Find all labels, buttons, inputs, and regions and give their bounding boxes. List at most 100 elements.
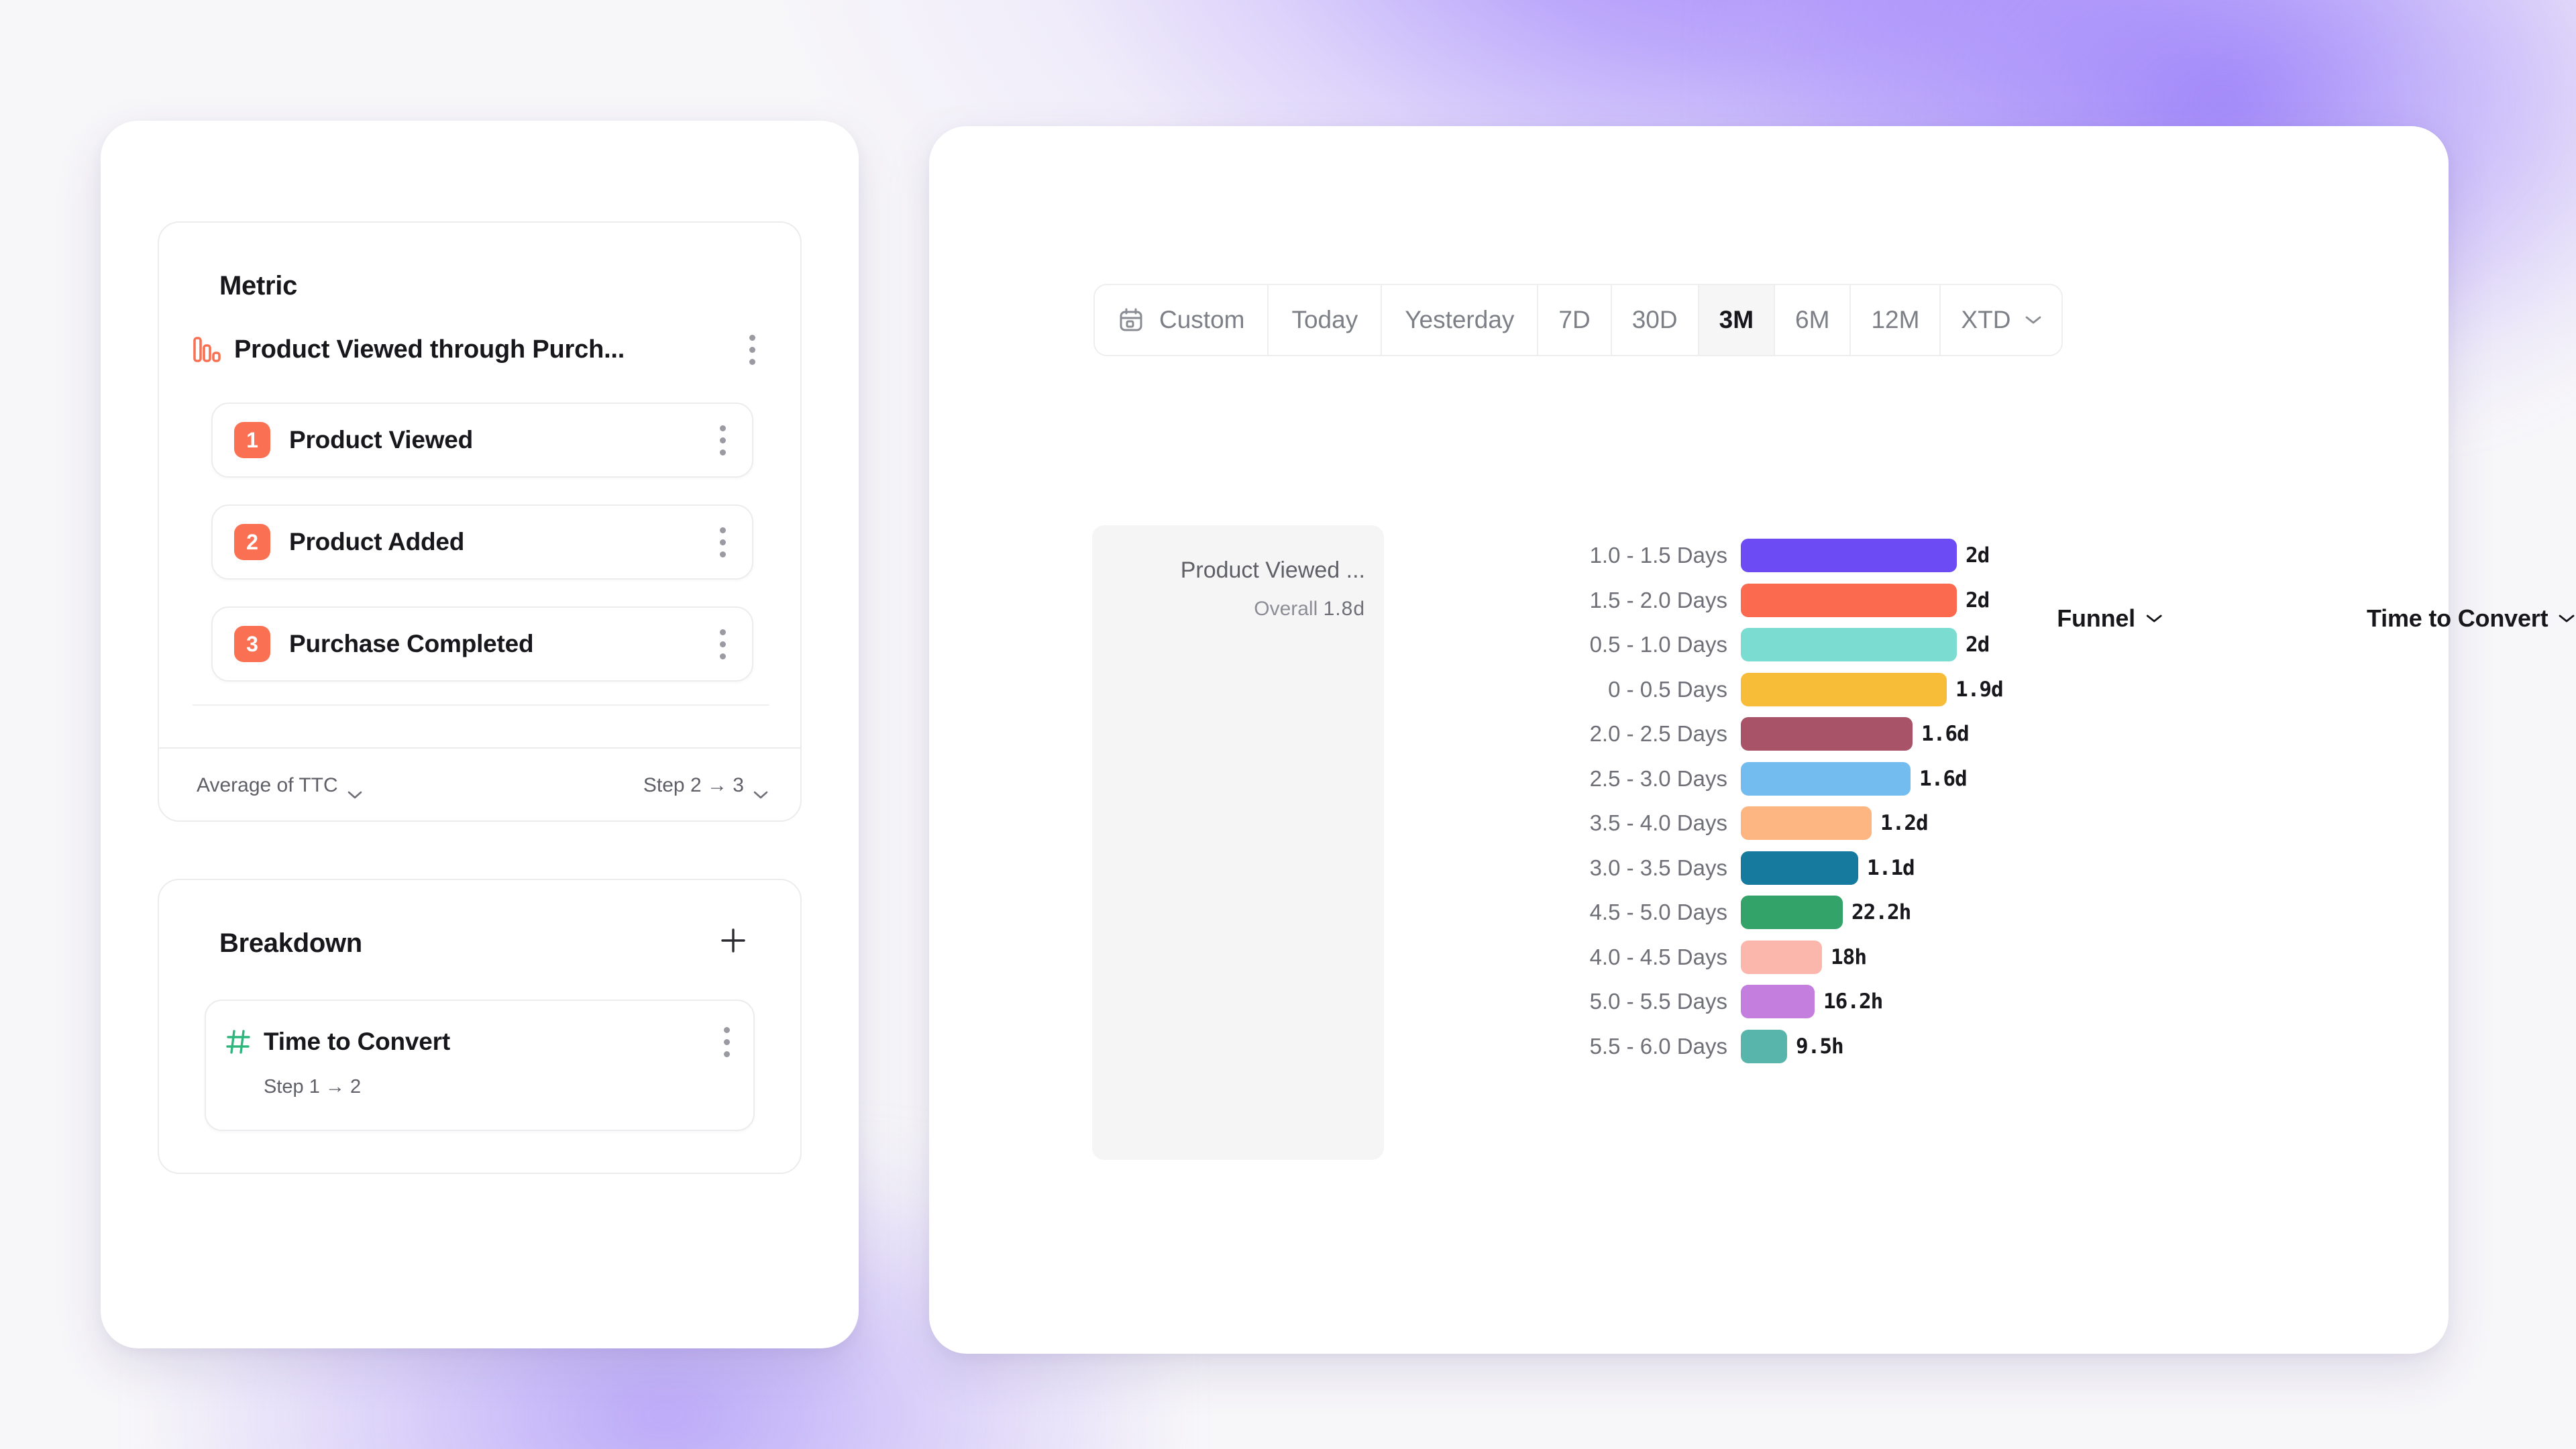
step-number-badge: 1 [234,422,270,458]
aggregation-label: Average of TTC [197,773,338,796]
bar-category-label: 4.5 - 5.0 Days [1589,900,1727,924]
bar-fill [1741,1029,1787,1063]
metric-card: Metric Product Viewed through Purch... 1… [158,221,802,822]
bar-category-label: 1.0 - 1.5 Days [1589,543,1727,568]
bar-row[interactable]: 2.5 - 3.0 Days 1.6d [1590,761,2449,796]
bar-fill [1741,940,1822,974]
column-header-time-to-convert[interactable]: Time to Convert [2367,604,2575,633]
left-panel: Metric Product Viewed through Purch... 1… [101,121,859,1348]
funnel-step-row[interactable]: 2 Product Added [211,504,753,580]
bar-value-label: 16.2h [1823,989,1883,1014]
step-number-badge: 2 [234,524,270,560]
step-label: Product Added [289,528,465,555]
date-range-yesterday[interactable]: Yesterday [1382,285,1539,355]
calendar-icon [1118,307,1144,333]
funnel-summary-overall: Overall 1.8d [1092,598,1365,621]
breakdown-item[interactable]: Time to Convert Step 1 → 2 [205,1000,755,1131]
right-panel: Custom Today Yesterday 7D 30D 3M 6M 12M … [929,126,2575,1354]
chevron-down-icon [2025,315,2041,325]
bar-category-label: 4.0 - 4.5 Days [1589,944,1727,969]
bar-fill [1741,985,1815,1018]
step-label: Purchase Completed [289,630,534,657]
bar-category-label: 2.0 - 2.5 Days [1589,721,1727,746]
bar-row[interactable]: 1.5 - 2.0 Days 2d [1590,583,2449,617]
bar-value-label: 2d [1966,588,1990,612]
bar-category-label: 2.5 - 3.0 Days [1589,765,1727,791]
bar-fill [1741,672,1947,706]
breakdown-card: Breakdown Time to Convert Step 1 → 2 [158,879,802,1174]
bar-category-label: 1.5 - 2.0 Days [1589,587,1727,612]
bar-value-label: 9.5h [1796,1034,1844,1059]
kebab-menu-icon[interactable] [705,419,740,461]
bar-row[interactable]: 5.5 - 6.0 Days 9.5h [1590,1029,2449,1063]
bar-value-label: 1.9d [1955,677,2004,702]
breakdown-card-title: Breakdown [219,928,362,958]
bar-row[interactable]: 2.0 - 2.5 Days 1.6d [1590,717,2449,751]
bar-category-label: 0 - 0.5 Days [1608,676,1727,702]
date-range-xtd-label: XTD [1961,306,2011,333]
bar-fill [1741,851,1858,885]
bar-category-label: 5.0 - 5.5 Days [1589,989,1727,1014]
bar-row[interactable]: 4.5 - 5.0 Days 22.2h [1590,896,2449,929]
column-header-funnel[interactable]: Funnel [2057,604,2162,633]
column-header-funnel-label: Funnel [2057,604,2135,632]
bar-value-label: 1.1d [1867,855,1915,880]
bar-row[interactable]: 0.5 - 1.0 Days 2d [1590,628,2449,661]
kebab-menu-icon[interactable] [705,521,740,563]
bar-value-label: 2d [1966,633,1990,657]
date-range-custom[interactable]: Custom [1095,285,1269,355]
date-range-today[interactable]: Today [1269,285,1383,355]
step-range-dropdown[interactable]: Step 2 → 3 [643,773,768,798]
chevron-down-icon [347,782,362,798]
bar-value-label: 1.6d [1921,722,1970,746]
date-range-12m[interactable]: 12M [1851,285,1941,355]
metric-footer: Average of TTC Step 2 → 3 [159,749,800,822]
bar-category-label: 3.0 - 3.5 Days [1589,855,1727,880]
bar-fill [1741,583,1957,617]
bar-value-label: 2d [1966,543,1990,568]
date-range-custom-label: Custom [1159,306,1245,333]
chevron-down-icon [2559,614,2575,623]
date-range-xtd[interactable]: XTD [1941,285,2061,355]
step-number-badge: 3 [234,626,270,662]
bar-fill [1741,896,1843,929]
step-range-label: Step 2 → 3 [643,773,744,796]
date-range-30d[interactable]: 30D [1612,285,1699,355]
hash-icon [225,1028,264,1055]
bar-value-label: 18h [1831,945,1867,969]
bar-row[interactable]: 0 - 0.5 Days 1.9d [1608,672,2449,706]
funnel-metric-row[interactable]: Product Viewed through Purch... [193,321,769,378]
bar-fill [1741,717,1913,751]
bar-fill [1741,761,1911,796]
bar-value-label: 1.6d [1919,766,1968,791]
kebab-menu-icon[interactable] [735,329,769,370]
funnel-summary-name: Product Viewed ... [1180,557,1365,583]
funnel-overall-label: Overall [1254,598,1318,620]
funnel-step-row[interactable]: 3 Purchase Completed [211,606,753,682]
plus-icon[interactable] [714,922,752,959]
date-range-toolbar: Custom Today Yesterday 7D 30D 3M 6M 12M … [1093,284,2063,356]
bar-row[interactable]: 3.0 - 3.5 Days 1.1d [1590,851,2449,885]
bar-value-label: 1.2d [1880,811,1929,835]
bar-row[interactable]: 5.0 - 5.5 Days 16.2h [1590,985,2449,1018]
breakdown-item-label: Time to Convert [264,1028,450,1055]
date-range-6m[interactable]: 6M [1775,285,1851,355]
time-to-convert-bar-chart: 1.0 - 1.5 Days 2d 1.5 - 2.0 Days 2d 0.5 - 1.… [929,126,2449,1354]
step-label: Product Viewed [289,426,474,453]
funnel-metric-name: Product Viewed through Purch... [234,335,625,364]
date-range-7d[interactable]: 7D [1538,285,1612,355]
column-header-time-to-convert-label: Time to Convert [2367,604,2548,632]
metric-divider [193,704,769,706]
chevron-down-icon [753,782,768,798]
bar-row[interactable]: 4.0 - 4.5 Days 18h [1590,940,2449,974]
bar-category-label: 5.5 - 6.0 Days [1589,1033,1727,1059]
kebab-menu-icon[interactable] [705,623,740,665]
date-range-3m[interactable]: 3M [1699,285,1776,355]
aggregation-dropdown[interactable]: Average of TTC [197,773,362,798]
bar-row[interactable]: 3.5 - 4.0 Days 1.2d [1590,806,2449,840]
breakdown-item-sublabel: Step 1 → 2 [264,1076,362,1097]
funnel-step-row[interactable]: 1 Product Viewed [211,402,753,478]
kebab-menu-icon[interactable] [709,1021,744,1063]
bar-row[interactable]: 1.0 - 1.5 Days 2d [1590,539,2449,572]
funnel-summary-card[interactable]: Product Viewed ... Overall 1.8d [1092,525,1384,1160]
